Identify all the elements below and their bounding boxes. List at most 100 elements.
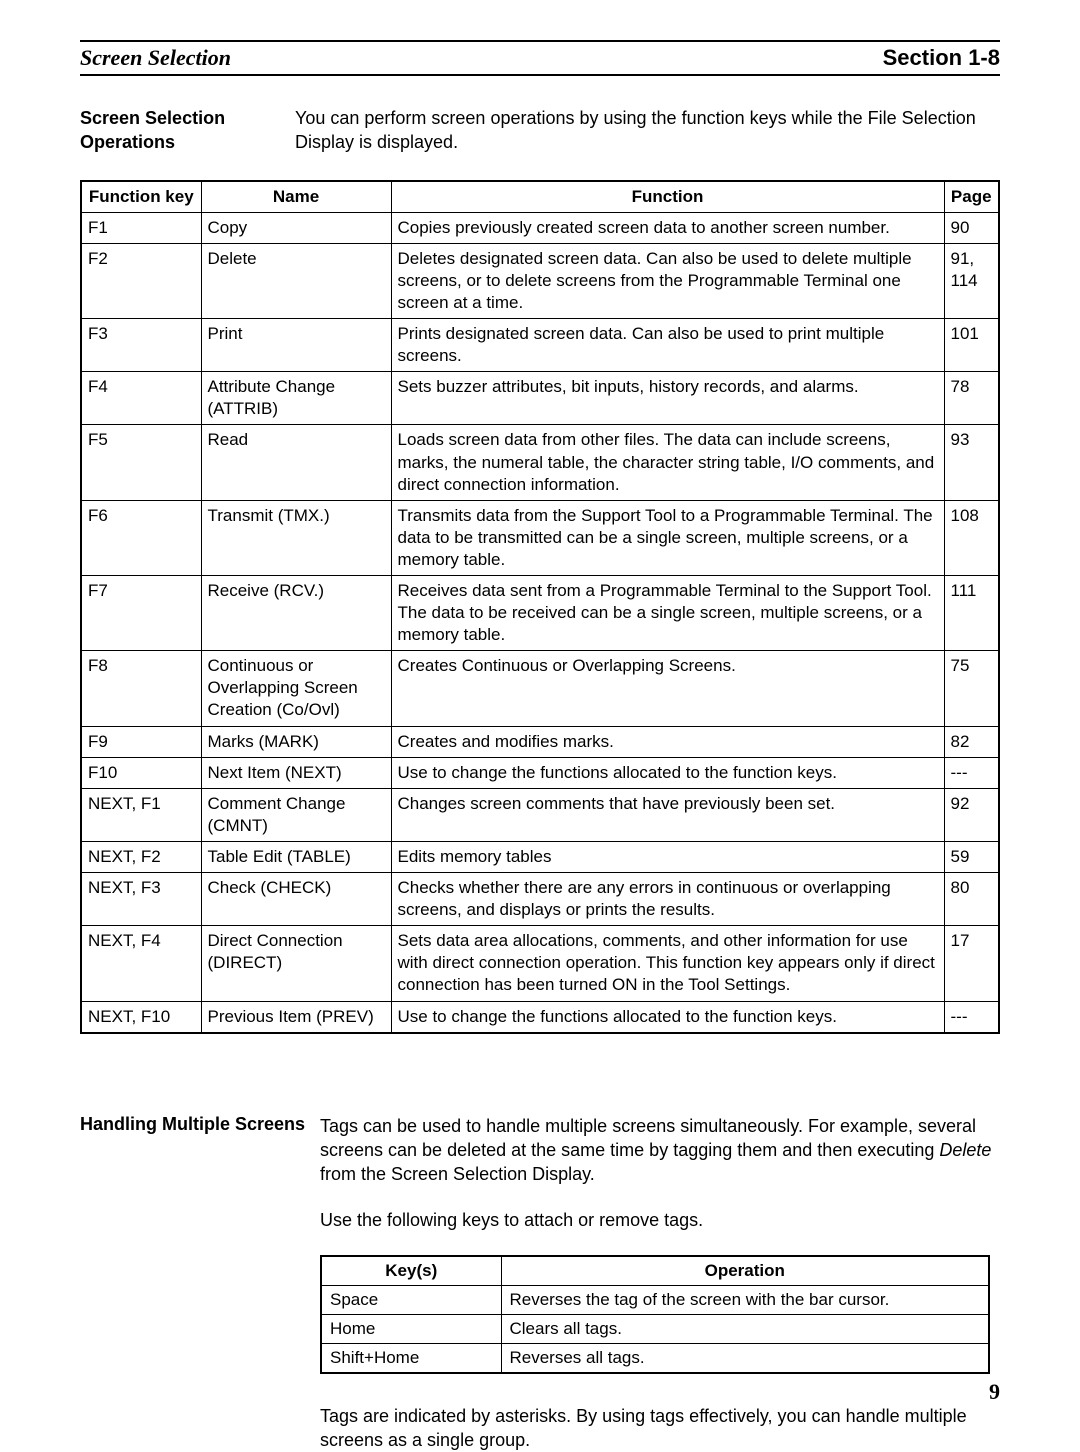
th-page: Page	[944, 181, 999, 213]
cell-func: Edits memory tables	[391, 841, 944, 872]
table-row: F8Continuous or Overlapping Screen Creat…	[81, 651, 999, 726]
cell-key: Home	[321, 1314, 501, 1343]
cell-name: Read	[201, 425, 391, 500]
table-row: HomeClears all tags.	[321, 1314, 989, 1343]
sec2-para1-ital: Delete	[939, 1140, 991, 1160]
cell-key: F4	[81, 372, 201, 425]
table-row: NEXT, F2Table Edit (TABLE)Edits memory t…	[81, 841, 999, 872]
cell-key: F7	[81, 576, 201, 651]
page-header: Screen Selection Section 1-8	[80, 40, 1000, 76]
cell-key: F1	[81, 212, 201, 243]
cell-page: 17	[944, 926, 999, 1001]
table-row: F10Next Item (NEXT)Use to change the fun…	[81, 757, 999, 788]
table-row: F2DeleteDeletes designated screen data. …	[81, 243, 999, 318]
cell-func: Checks whether there are any errors in c…	[391, 873, 944, 926]
cell-name: Transmit (TMX.)	[201, 500, 391, 575]
intro-heading-line2: Operations	[80, 132, 175, 152]
cell-key: Shift+Home	[321, 1343, 501, 1373]
sec2-intro: Handling Multiple Screens Tags can be us…	[80, 1114, 1000, 1187]
table-row: F4Attribute Change (ATTRIB)Sets buzzer a…	[81, 372, 999, 425]
table-row: NEXT, F4Direct Connection (DIRECT)Sets d…	[81, 926, 999, 1001]
after-text: Tags are indicated by asterisks. By usin…	[320, 1404, 1000, 1452]
cell-func: Creates Continuous or Overlapping Screen…	[391, 651, 944, 726]
header-left: Screen Selection	[80, 45, 231, 71]
intro-heading-line1: Screen Selection	[80, 108, 225, 128]
cell-page: 80	[944, 873, 999, 926]
cell-func: Use to change the functions allocated to…	[391, 1001, 944, 1033]
cell-func: Sets buzzer attributes, bit inputs, hist…	[391, 372, 944, 425]
table-row: SpaceReverses the tag of the screen with…	[321, 1285, 989, 1314]
cell-key: F6	[81, 500, 201, 575]
th-key: Function key	[81, 181, 201, 213]
cell-key: NEXT, F1	[81, 788, 201, 841]
cell-page: ---	[944, 1001, 999, 1033]
cell-page: ---	[944, 757, 999, 788]
sec2-para1b: from the Screen Selection Display.	[320, 1164, 595, 1184]
cell-key: Space	[321, 1285, 501, 1314]
cell-page: 91, 114	[944, 243, 999, 318]
cell-key: NEXT, F10	[81, 1001, 201, 1033]
cell-page: 108	[944, 500, 999, 575]
cell-name: Receive (RCV.)	[201, 576, 391, 651]
cell-func: Copies previously created screen data to…	[391, 212, 944, 243]
sec2-heading: Handling Multiple Screens	[80, 1114, 320, 1187]
intro-heading: Screen Selection Operations	[80, 106, 295, 155]
cell-page: 111	[944, 576, 999, 651]
function-key-table: Function key Name Function Page F1CopyCo…	[80, 180, 1000, 1034]
cell-page: 59	[944, 841, 999, 872]
cell-page: 82	[944, 726, 999, 757]
sec2-para2: Use the following keys to attach or remo…	[320, 1208, 703, 1232]
cell-func: Loads screen data from other files. The …	[391, 425, 944, 500]
table-row: F7Receive (RCV.)Receives data sent from …	[81, 576, 999, 651]
cell-page: 92	[944, 788, 999, 841]
cell-name: Comment Change (CMNT)	[201, 788, 391, 841]
cell-func: Changes screen comments that have previo…	[391, 788, 944, 841]
cell-key: F3	[81, 319, 201, 372]
cell-func: Creates and modifies marks.	[391, 726, 944, 757]
th-func: Function	[391, 181, 944, 213]
page-number: 9	[989, 1379, 1000, 1405]
sec2-para2-row: Use the following keys to attach or remo…	[80, 1208, 1000, 1232]
cell-name: Delete	[201, 243, 391, 318]
cell-key: F10	[81, 757, 201, 788]
cell-key: F5	[81, 425, 201, 500]
intro-block: Screen Selection Operations You can perf…	[80, 106, 1000, 155]
cell-page: 78	[944, 372, 999, 425]
section-multiple-screens: Handling Multiple Screens Tags can be us…	[80, 1114, 1000, 1452]
table-row: NEXT, F3Check (CHECK)Checks whether ther…	[81, 873, 999, 926]
cell-func: Deletes designated screen data. Can also…	[391, 243, 944, 318]
table-row: NEXT, F1Comment Change (CMNT)Changes scr…	[81, 788, 999, 841]
cell-page: 93	[944, 425, 999, 500]
header-right: Section 1-8	[883, 45, 1000, 71]
table-row: F9Marks (MARK)Creates and modifies marks…	[81, 726, 999, 757]
cell-key: NEXT, F4	[81, 926, 201, 1001]
table-row: F6Transmit (TMX.)Transmits data from the…	[81, 500, 999, 575]
cell-page: 90	[944, 212, 999, 243]
cell-func: Transmits data from the Support Tool to …	[391, 500, 944, 575]
cell-name: Copy	[201, 212, 391, 243]
cell-name: Check (CHECK)	[201, 873, 391, 926]
cell-name: Attribute Change (ATTRIB)	[201, 372, 391, 425]
cell-func: Use to change the functions allocated to…	[391, 757, 944, 788]
cell-key: NEXT, F3	[81, 873, 201, 926]
cell-func: Sets data area allocations, comments, an…	[391, 926, 944, 1001]
table-row: F1CopyCopies previously created screen d…	[81, 212, 999, 243]
cell-name: Next Item (NEXT)	[201, 757, 391, 788]
cell-func: Receives data sent from a Programmable T…	[391, 576, 944, 651]
sec2-para1a: Tags can be used to handle multiple scre…	[320, 1116, 976, 1160]
keys-table: Key(s) Operation SpaceReverses the tag o…	[320, 1255, 990, 1374]
th-op: Operation	[501, 1256, 989, 1286]
cell-name: Print	[201, 319, 391, 372]
table-row: F5ReadLoads screen data from other files…	[81, 425, 999, 500]
cell-op: Reverses all tags.	[501, 1343, 989, 1373]
th-keys: Key(s)	[321, 1256, 501, 1286]
cell-name: Direct Connection (DIRECT)	[201, 926, 391, 1001]
cell-op: Reverses the tag of the screen with the …	[501, 1285, 989, 1314]
cell-key: F9	[81, 726, 201, 757]
cell-name: Previous Item (PREV)	[201, 1001, 391, 1033]
cell-name: Table Edit (TABLE)	[201, 841, 391, 872]
intro-text: You can perform screen operations by usi…	[295, 106, 1000, 155]
cell-name: Continuous or Overlapping Screen Creatio…	[201, 651, 391, 726]
cell-key: F8	[81, 651, 201, 726]
cell-name: Marks (MARK)	[201, 726, 391, 757]
